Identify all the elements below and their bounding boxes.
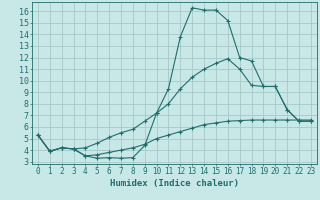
X-axis label: Humidex (Indice chaleur): Humidex (Indice chaleur) (110, 179, 239, 188)
